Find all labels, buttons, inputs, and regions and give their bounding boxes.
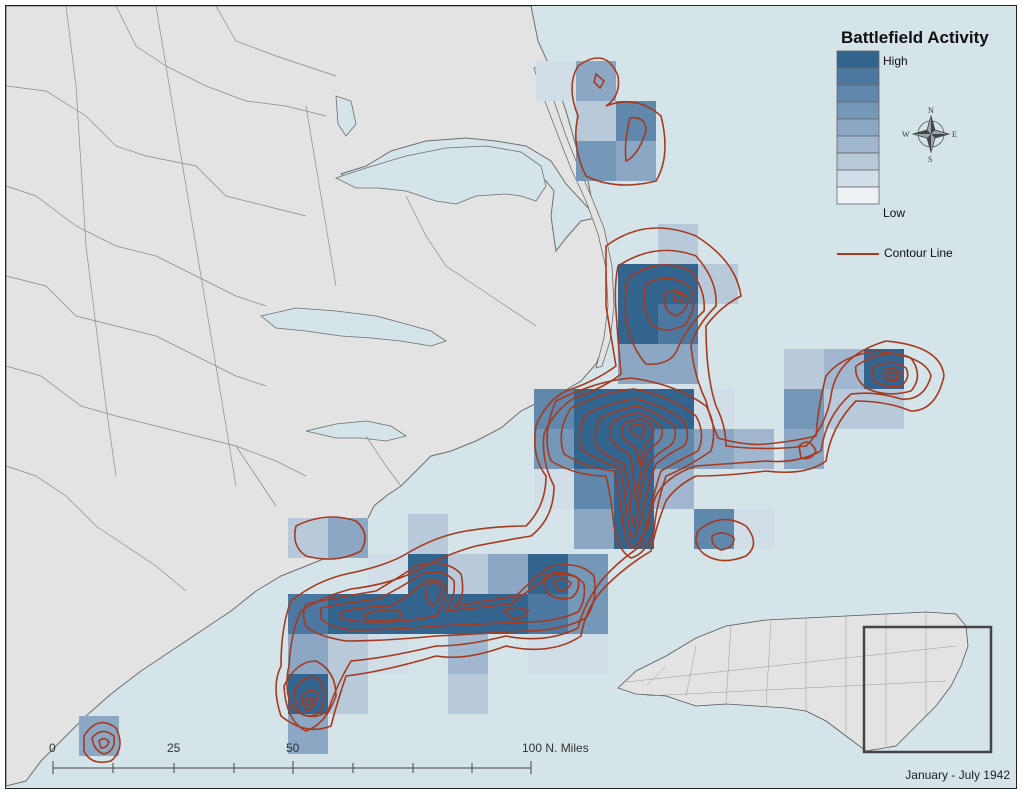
map-canvas: N S E W bbox=[6, 6, 1016, 788]
sound-water bbox=[334, 145, 547, 205]
compass-n: N bbox=[928, 106, 934, 115]
contour-lines bbox=[83, 57, 945, 764]
legend-contour-label: Contour Line bbox=[884, 246, 953, 260]
legend-ramp bbox=[836, 50, 880, 205]
legend-ramp-step bbox=[836, 50, 880, 69]
compass-s: S bbox=[928, 155, 932, 164]
county-lines bbox=[6, 6, 537, 592]
map-frame: N S E W Battlefield Activity High Low Co… bbox=[5, 5, 1017, 789]
legend-ramp-step bbox=[836, 101, 880, 120]
inset-nc-outline bbox=[617, 611, 969, 752]
inset-extent-box bbox=[862, 625, 993, 754]
river-water bbox=[260, 307, 447, 347]
scale-label-50: 50 bbox=[286, 741, 300, 755]
scale-label-100: 100 N. Miles bbox=[522, 741, 589, 755]
compass-w: W bbox=[902, 130, 910, 139]
legend-ramp-step bbox=[836, 135, 880, 154]
date-range-label: January - July 1942 bbox=[905, 768, 1010, 782]
compass-rose-icon: N S E W bbox=[902, 106, 957, 164]
inset-map bbox=[617, 611, 993, 754]
compass-e: E bbox=[952, 130, 957, 139]
legend-ramp-step bbox=[836, 169, 880, 188]
legend-high-label: High bbox=[883, 54, 908, 68]
legend-ramp-step bbox=[836, 152, 880, 171]
legend-ramp-step bbox=[836, 186, 880, 205]
legend-ramp-step bbox=[836, 118, 880, 137]
river-water-3 bbox=[335, 95, 357, 137]
legend-title: Battlefield Activity bbox=[841, 28, 989, 47]
scale-label-0: 0 bbox=[49, 741, 56, 755]
scale-label-25: 25 bbox=[167, 741, 181, 755]
legend-low-label: Low bbox=[883, 206, 906, 220]
river-water-2 bbox=[305, 420, 407, 442]
legend-ramp-step bbox=[836, 67, 880, 86]
legend-ramp-step bbox=[836, 84, 880, 103]
scale-bar bbox=[52, 761, 532, 774]
